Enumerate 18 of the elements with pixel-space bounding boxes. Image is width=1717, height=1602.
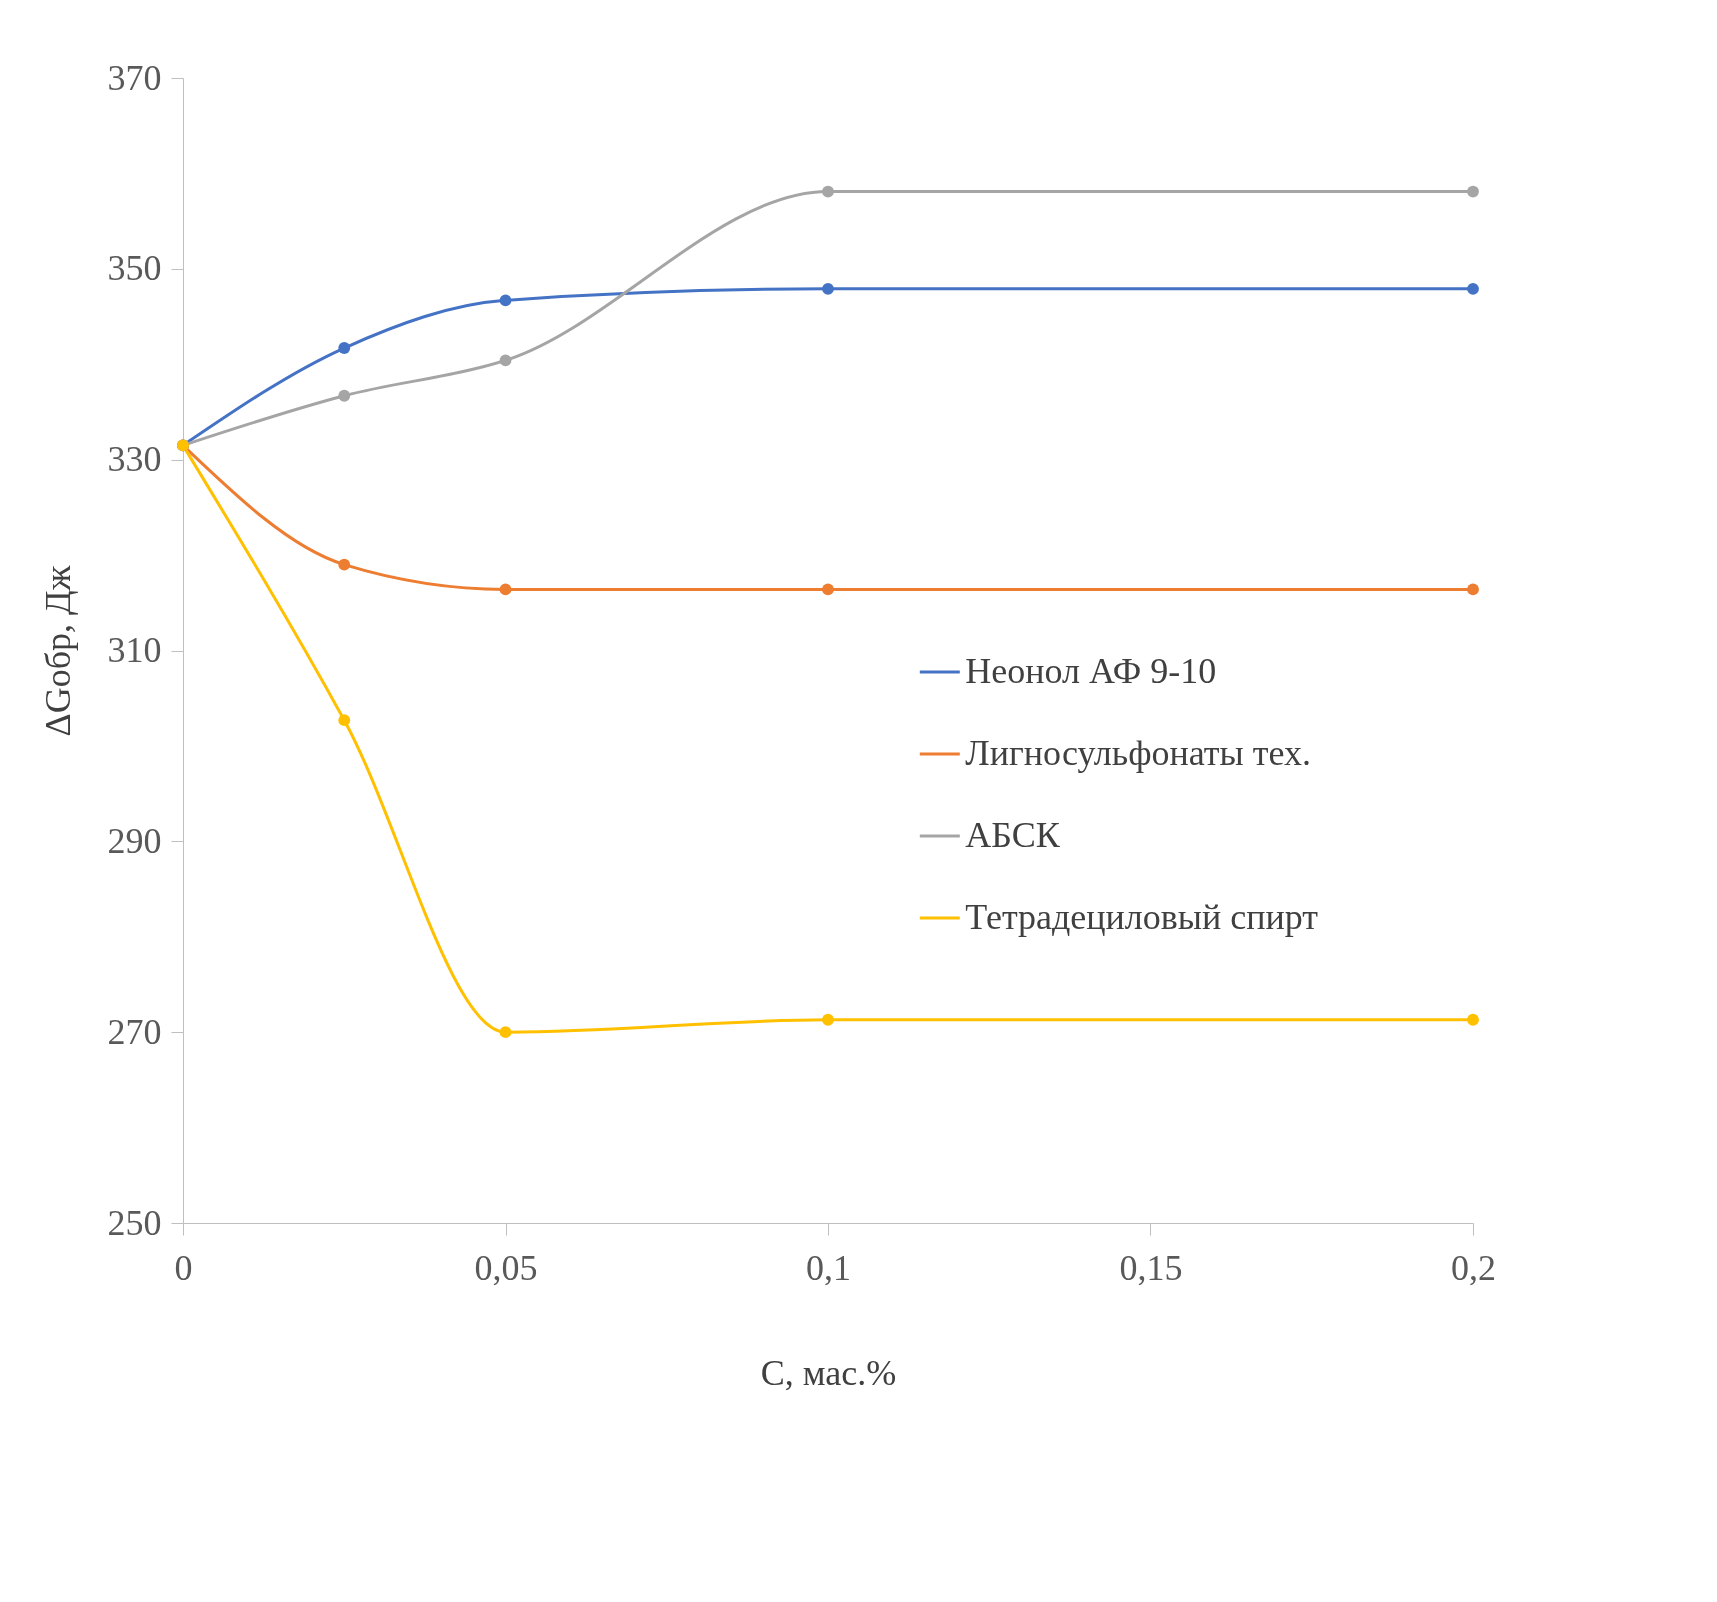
x-tick-label: 0,1 (806, 1247, 851, 1288)
x-tick-label: 0,15 (1119, 1247, 1183, 1288)
x-tick-label: 0,2 (1451, 1247, 1496, 1288)
legend-label: Неонол АФ 9-10 (965, 651, 1217, 691)
y-axis-title: ΔGобр, Дж (37, 564, 78, 737)
y-tick-label: 310 (107, 630, 162, 670)
legend-label: АБСК (965, 815, 1061, 855)
x-tick-label: 0 (174, 1247, 193, 1288)
x-tick-label: 0,05 (474, 1247, 538, 1288)
x-axis-title: C, мас.% (760, 1352, 897, 1393)
y-tick-label: 270 (107, 1011, 162, 1052)
legend-label: Тетрадециловый спирт (965, 897, 1319, 937)
y-tick-label: 330 (107, 439, 162, 480)
y-tick-label: 350 (107, 248, 162, 289)
legend-label: Лигносульфонаты тех. (965, 733, 1312, 773)
y-tick-label: 250 (107, 1202, 162, 1243)
y-tick-label: 370 (107, 57, 162, 98)
y-tick-label: 290 (107, 820, 162, 861)
